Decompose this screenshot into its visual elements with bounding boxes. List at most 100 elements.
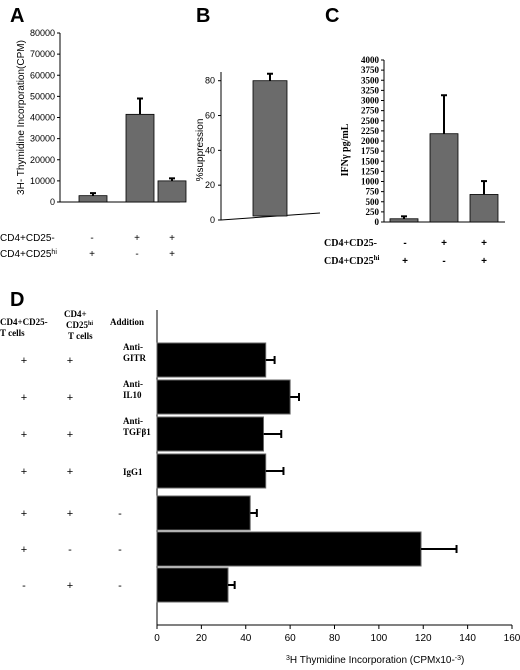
panel-b-y-tick-label: 40 xyxy=(205,145,215,155)
panel-d-x-tick-label: 80 xyxy=(329,633,341,644)
panel-c-y-axis-title: IFNγ pg/mL xyxy=(340,123,351,176)
panel-c-condition-sign: - xyxy=(403,238,406,249)
panel-c-y-tick-label: 1500 xyxy=(361,156,380,166)
panel-label-b: B xyxy=(196,5,210,27)
panel-d-row-addition: Anti- xyxy=(123,379,143,389)
panel-a-y-tick-label: 80000 xyxy=(30,28,55,38)
panel-c-bar xyxy=(429,133,459,223)
panel-d-header-cd25neg: CD4+CD25- xyxy=(0,317,48,327)
panel-a-y-tick-label: 50000 xyxy=(30,91,55,101)
panel-c-bar xyxy=(469,194,499,223)
panel-d-x-tick-label: 140 xyxy=(459,633,476,644)
panel-d-row-cd25neg: + xyxy=(21,508,27,520)
panel-d-header-cd25hi: CD4+ xyxy=(64,309,87,319)
panel-d-bar xyxy=(156,531,422,567)
panel-d-row-cd25hi: + xyxy=(67,392,73,404)
panel-a-condition-label: CD4+CD25hi xyxy=(0,249,57,261)
panel-d-x-tick-label: 100 xyxy=(371,633,388,644)
panel-c-bar xyxy=(389,218,419,223)
panel-d-x-tick-label: 160 xyxy=(504,633,520,644)
panel-d-row-addition: - xyxy=(118,508,122,520)
panel-c-y-tick-label: 2500 xyxy=(361,116,380,126)
panel-b-y-tick-label: 0 xyxy=(210,215,215,225)
panel-d-row-addition: Anti- xyxy=(123,416,143,426)
panel-a-y-tick-label: 20000 xyxy=(30,155,55,165)
panel-d-x-axis-title: 3H Thymidine Incorporation (CPMx10--3) xyxy=(286,655,464,667)
panel-c-y-tick-label: 3500 xyxy=(361,75,380,85)
panel-a-y-tick-label: 60000 xyxy=(30,70,55,80)
panel-d-header-cd25hi: CD25hi xyxy=(66,320,93,330)
panel-c-condition-sign: + xyxy=(481,256,487,267)
panel-d-row-cd25neg: + xyxy=(21,466,27,478)
panel-c-y-tick-label: 750 xyxy=(366,187,380,197)
panel-label-a: A xyxy=(10,5,24,27)
panel-d-bar xyxy=(156,495,251,531)
panel-d-row-cd25hi: + xyxy=(67,580,73,592)
panel-a-condition-sign: + xyxy=(169,233,175,244)
panel-d-row-cd25hi: + xyxy=(67,429,73,441)
panel-a-condition-sign: + xyxy=(89,249,95,260)
panel-a-condition-sign: + xyxy=(134,233,140,244)
panel-d-row-addition: - xyxy=(118,544,122,556)
panel-c-y-tick-label: 2750 xyxy=(361,106,380,116)
panel-d-x-tick-label: 0 xyxy=(154,633,160,644)
panel-c-y-tick-label: 3000 xyxy=(361,96,380,106)
panel-d-row-cd25neg: + xyxy=(21,355,27,367)
panel-d-row-cd25neg: + xyxy=(21,429,27,441)
panel-a-bar xyxy=(157,180,187,203)
panel-d-x-tick-label: 20 xyxy=(196,633,208,644)
panel-d-row-cd25hi: + xyxy=(67,508,73,520)
panel-d-bar xyxy=(156,567,229,603)
panel-d-bar xyxy=(156,416,264,452)
panel-c-condition-sign: + xyxy=(441,238,447,249)
panel-c-y-tick-label: 1250 xyxy=(361,166,380,176)
panel-b-y-axis-title: %suppression xyxy=(195,119,206,182)
panel-b-y-tick-label: 80 xyxy=(205,76,215,86)
panel-a-y-tick-label: 0 xyxy=(50,197,55,207)
panel-a-bar xyxy=(125,113,155,203)
panel-c-y-tick-label: 2250 xyxy=(361,126,380,136)
panel-a-y-tick-label: 40000 xyxy=(30,113,55,123)
panel-c-y-tick-label: 500 xyxy=(366,197,380,207)
panel-b-bar xyxy=(252,80,288,217)
panel-c-condition-sign: - xyxy=(442,256,445,267)
panel-a-y-axis-title: 3H- Thymidine Incorporation(CPM) xyxy=(16,40,27,195)
panel-a-condition-sign: + xyxy=(169,249,175,260)
panel-d-row-cd25neg: + xyxy=(21,392,27,404)
panel-d-row-cd25hi: + xyxy=(67,355,73,367)
panel-d-x-tick-label: 120 xyxy=(415,633,432,644)
panel-a-condition-sign: - xyxy=(90,233,93,244)
panel-d-row-cd25neg: + xyxy=(21,544,27,556)
panel-c-y-tick-label: 3750 xyxy=(361,65,380,75)
panel-a-y-tick-label: 70000 xyxy=(30,49,55,59)
panel-b-y-tick-label: 60 xyxy=(205,111,215,121)
panel-c-y-tick-label: 1750 xyxy=(361,146,380,156)
panel-d-bar xyxy=(156,342,267,378)
panel-a-bar xyxy=(78,195,108,203)
panel-c-condition-sign: + xyxy=(481,238,487,249)
panel-d-header-addition: Addition xyxy=(110,317,144,327)
panel-d-row-addition: GITR xyxy=(123,353,147,363)
panel-d-row-addition: IL10 xyxy=(123,390,142,400)
panel-b-x-axis xyxy=(220,212,321,221)
panel-a-y-tick-label: 30000 xyxy=(30,134,55,144)
panel-d-row-addition: - xyxy=(118,580,122,592)
panel-d-row-cd25hi: + xyxy=(67,466,73,478)
panel-c-y-tick-label: 4000 xyxy=(361,55,380,65)
panel-d-x-tick-label: 60 xyxy=(285,633,297,644)
panel-d-row-cd25hi: - xyxy=(68,544,72,556)
panel-a-condition-label: CD4+CD25- xyxy=(0,233,55,244)
panel-a-condition-sign: - xyxy=(135,249,138,260)
panel-d-row-addition: IgG1 xyxy=(123,467,143,477)
panel-label-d: D xyxy=(10,289,24,311)
panel-label-c: C xyxy=(325,5,339,27)
panel-d-row-addition: Anti- xyxy=(123,342,143,352)
panel-c-y-tick-label: 3250 xyxy=(361,85,380,95)
panel-d-bar xyxy=(156,379,291,415)
panel-d-x-tick-label: 40 xyxy=(240,633,252,644)
panel-d-row-addition: TGFβ1 xyxy=(123,427,151,437)
panel-c-condition-label: CD4+CD25- xyxy=(324,238,377,249)
panel-c-condition-label: CD4+CD25hi xyxy=(324,254,379,267)
panel-c-y-tick-label: 0 xyxy=(375,217,380,227)
